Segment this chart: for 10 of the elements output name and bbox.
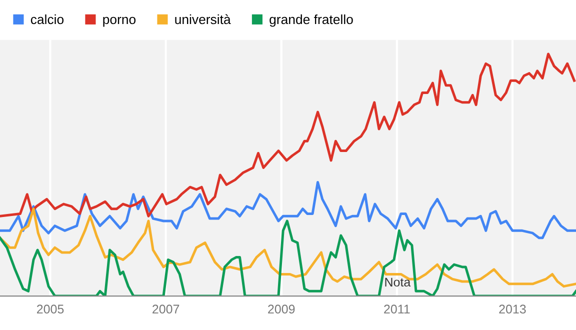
x-tick-label: 2009 xyxy=(268,304,295,314)
legend-label: università xyxy=(175,14,231,24)
x-tick-label: 2005 xyxy=(36,304,64,314)
legend-label: calcio xyxy=(30,14,64,24)
x-tick-label: 2013 xyxy=(499,304,526,314)
legend-label: porno xyxy=(103,16,136,27)
x-tick-label: 2011 xyxy=(384,304,410,314)
legend-label: grande fratello xyxy=(270,14,353,27)
annotation: Nota xyxy=(385,278,411,287)
x-tick-label: 2007 xyxy=(152,304,180,314)
